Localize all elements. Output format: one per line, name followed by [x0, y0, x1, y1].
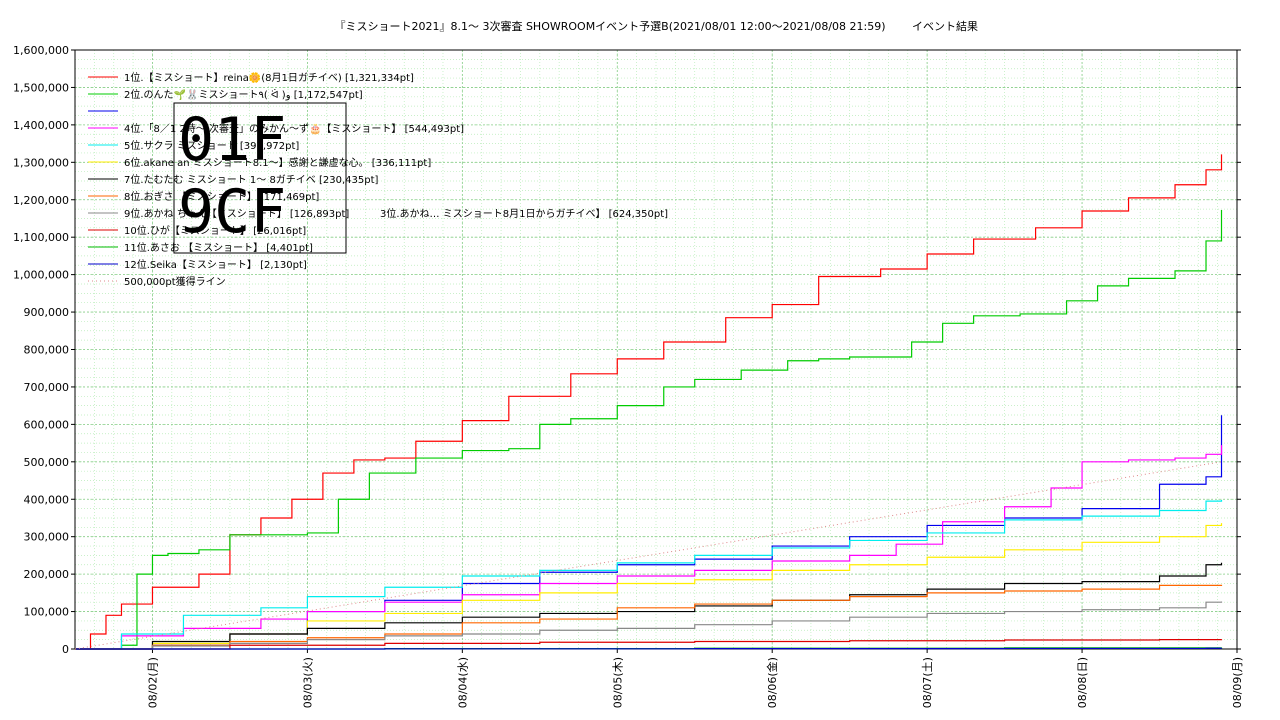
- y-tick-label: 1,000,000: [13, 269, 69, 282]
- y-tick-label: 1,200,000: [13, 194, 69, 207]
- legend-label: 1位.【ミスショート】reina🌼(8月1日ガチイベ) [1,321,334pt…: [124, 71, 414, 84]
- x-tick-label: 08/03(火): [301, 657, 314, 708]
- legend-label: 7位.たむたむ ミスショート 1〜 8ガチイベ [230,435pt]: [124, 173, 379, 186]
- y-tick-label: 200,000: [24, 568, 70, 581]
- series-line-13: [74, 461, 1222, 650]
- series-line-4: [75, 445, 1223, 650]
- glyph-text: 01F: [178, 105, 286, 175]
- y-tick-label: 1,500,000: [13, 81, 69, 94]
- series-line-9: [75, 601, 1223, 650]
- series-line-12: [75, 647, 1223, 650]
- axes: 0 100,000 200,000 300,000 400,000 500,000 600,…: [13, 44, 1244, 708]
- legend: 1位.【ミスショート】reina🌼(8月1日ガチイベ) [1,321,334pt…: [88, 71, 668, 288]
- y-tick-label: 900,000: [24, 306, 70, 319]
- glyph-box: [173, 102, 347, 254]
- legend-label: 5位.サクラ ミスショート [397,972pt]: [124, 139, 299, 152]
- x-tick-label: 08/08(日): [1076, 657, 1089, 708]
- series-line-3: [75, 415, 1223, 650]
- legend-label: 11位.あさお 【ミスショート】 [4,401pt]: [124, 241, 313, 254]
- legend-label: 4位.「8／1 2時〜 次審査」のみかん〜ず🎂【ミスショート】 [544,493…: [124, 122, 464, 135]
- y-tick-label: 1,100,000: [13, 231, 69, 244]
- y-tick-label: 1,300,000: [13, 156, 69, 169]
- legend-label: 10位.ひが【ミスショート】 [26,016pt]: [124, 224, 306, 237]
- y-tick-label: 300,000: [24, 531, 70, 544]
- y-tick-label: 500,000: [24, 456, 70, 469]
- y-tick-label: 700,000: [24, 381, 70, 394]
- series-lines: [74, 154, 1223, 650]
- legend-label: 2位.のんた🌱🐰ミスショート٩( ᐛ )و [1,172,547pt]: [124, 88, 363, 101]
- x-tick-label: 08/09(月): [1231, 657, 1244, 708]
- y-tick-label: 400,000: [24, 493, 70, 506]
- series-line-5: [75, 500, 1223, 650]
- y-tick-label: 100,000: [24, 606, 70, 619]
- grid: [74, 49, 1238, 650]
- y-tick-label: 1,400,000: [13, 119, 69, 132]
- x-tick-label: 08/02(月): [146, 657, 159, 708]
- x-tick-label: 08/07(土): [921, 657, 934, 708]
- legend-label: 9位.あかね ちゃん【ミスショート】 [126,893pt]: [124, 207, 349, 220]
- legend-label: 8位.おぎさ 【ミスショート】 [171,469pt]: [124, 190, 319, 203]
- x-tick-label: 08/05(木): [611, 657, 624, 708]
- y-tick-label: 1,600,000: [13, 44, 69, 57]
- chart-title: 『ミスショート2021』8.1〜 3次審査 SHOWROOMイベント予選B(20…: [334, 19, 885, 33]
- legend-label: 6位.akane an ミスショート8.1〜】感謝と謙虚な心。 [336,111…: [124, 156, 431, 169]
- series-line-10: [75, 639, 1223, 650]
- legend-label: 12位.Seika【ミスショート】 [2,130pt]: [124, 258, 307, 271]
- y-tick-label: 0: [62, 643, 69, 656]
- series-line-2: [75, 210, 1223, 650]
- y-tick-label: 800,000: [24, 344, 70, 357]
- chart-subtitle: イベント結果: [912, 19, 978, 33]
- legend-label-extra: 3位.あかね… ミスショート8月1日からガチイベ】 [624,350pt]: [380, 207, 668, 220]
- series-line-1: [75, 154, 1223, 650]
- legend-label: 500,000pt獲得ライン: [124, 275, 226, 288]
- glyph-text: 9CF: [178, 177, 286, 247]
- y-tick-label: 600,000: [24, 418, 70, 431]
- x-tick-label: 08/06(金): [765, 657, 779, 708]
- x-tick-label: 08/04(水): [456, 657, 469, 708]
